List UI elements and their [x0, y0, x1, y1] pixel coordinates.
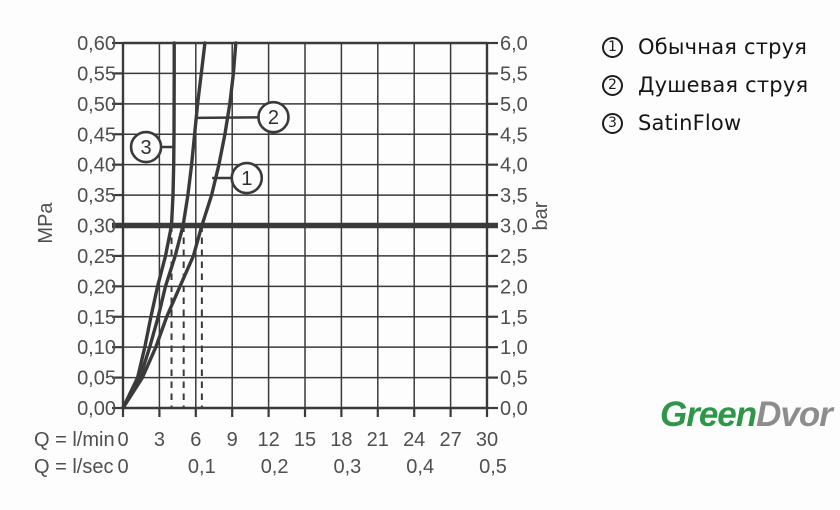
y-right-axis-label: bar — [530, 201, 552, 230]
legend-item-shower-spray: 2 Душевая струя — [602, 73, 809, 97]
x-lsec-tick-label: 0,4 — [406, 456, 434, 478]
y-left-tick-label: 0,35 — [77, 185, 116, 207]
y-left-tick-label: 0,00 — [77, 398, 116, 420]
legend-label-normal-spray: Обычная струя — [638, 35, 808, 59]
legend: 1 Обычная струя 2 Душевая струя 3 SatinF… — [602, 35, 809, 150]
y-left-axis-label: MPa — [35, 202, 57, 244]
callout-number-1: 1 — [241, 168, 252, 190]
y-left-tick-label: 0,30 — [77, 216, 116, 238]
curve-1 — [121, 41, 238, 410]
x-lmin-tick-label: 3 — [154, 429, 165, 451]
x-lsec-tick-label: 0,5 — [479, 456, 507, 478]
x-lmin-tick-label: 0 — [117, 429, 128, 451]
y-right-tick-label: 5,0 — [500, 94, 528, 116]
x-lmin-tick-label: 18 — [330, 429, 352, 451]
greendvor-logo: GreenDvor — [660, 395, 833, 435]
legend-label-shower-spray: Душевая струя — [638, 73, 809, 97]
y-right-tick-label: 4,0 — [500, 155, 528, 177]
x-axis-lsec-label: Q = l/sec — [34, 456, 113, 478]
logo-text-dvor: Dvor — [756, 395, 833, 434]
x-lmin-tick-label: 9 — [227, 429, 238, 451]
y-left-tick-label: 0,40 — [77, 155, 116, 177]
y-right-tick-label: 4,5 — [500, 124, 528, 146]
logo-text-green: Green — [660, 395, 757, 434]
y-right-tick-label: 0,0 — [500, 398, 528, 420]
legend-circle-3-icon: 3 — [602, 112, 623, 134]
callout-number-2: 2 — [268, 107, 279, 129]
y-left-tick-label: 0,55 — [77, 63, 116, 85]
y-left-tick-label: 0,05 — [77, 368, 116, 390]
x-axis-lmin-label: Q = l/min — [34, 429, 115, 451]
y-left-tick-label: 0,10 — [77, 337, 116, 359]
x-lmin-tick-label: 21 — [367, 429, 389, 451]
x-lmin-tick-label: 15 — [294, 429, 316, 451]
callout-circle-2 — [257, 100, 290, 134]
x-lmin-tick-label: 30 — [476, 429, 498, 451]
x-lmin-tick-label: 12 — [257, 429, 279, 451]
callout-circle-3 — [129, 130, 163, 164]
curve-2 — [121, 41, 207, 410]
legend-item-satinflow: 3 SatinFlow — [602, 111, 808, 135]
pressure-flow-chart: 1230,600,550,500,450,400,350,300,250,200… — [34, 33, 552, 478]
x-lsec-tick-label: 0,3 — [333, 456, 361, 478]
y-left-tick-label: 0,25 — [77, 246, 116, 268]
y-right-tick-label: 0,5 — [500, 368, 528, 390]
callout-number-3: 3 — [140, 137, 151, 159]
x-lsec-tick-label: 0,1 — [188, 456, 216, 478]
legend-circle-1-icon: 1 — [602, 36, 623, 58]
y-left-tick-label: 0,60 — [77, 33, 116, 55]
legend-circle-2-icon: 2 — [602, 74, 623, 96]
y-left-tick-label: 0,20 — [77, 276, 116, 298]
x-lsec-tick-label: 0 — [117, 456, 128, 478]
y-right-tick-label: 6,0 — [500, 33, 528, 55]
y-right-tick-label: 1,5 — [500, 307, 528, 329]
x-lsec-tick-label: 0,2 — [261, 456, 289, 478]
legend-item-normal-spray: 1 Обычная струя — [602, 35, 808, 59]
y-left-tick-label: 0,45 — [77, 124, 116, 146]
y-left-tick-label: 0,15 — [77, 307, 116, 329]
y-right-tick-label: 1,0 — [500, 337, 528, 359]
callout-circle-1 — [230, 161, 264, 195]
y-left-tick-label: 0,50 — [77, 94, 116, 116]
y-right-tick-label: 2,0 — [500, 276, 528, 298]
y-right-tick-label: 2,5 — [500, 246, 528, 268]
y-right-tick-label: 3,5 — [500, 185, 528, 207]
y-right-tick-label: 3,0 — [500, 216, 528, 238]
curve-3 — [121, 41, 176, 410]
legend-label-satinflow: SatinFlow — [638, 111, 742, 135]
y-right-tick-label: 5,5 — [500, 63, 528, 85]
x-lmin-tick-label: 6 — [190, 429, 201, 451]
x-lmin-tick-label: 24 — [403, 429, 425, 451]
x-lmin-tick-label: 27 — [439, 429, 461, 451]
